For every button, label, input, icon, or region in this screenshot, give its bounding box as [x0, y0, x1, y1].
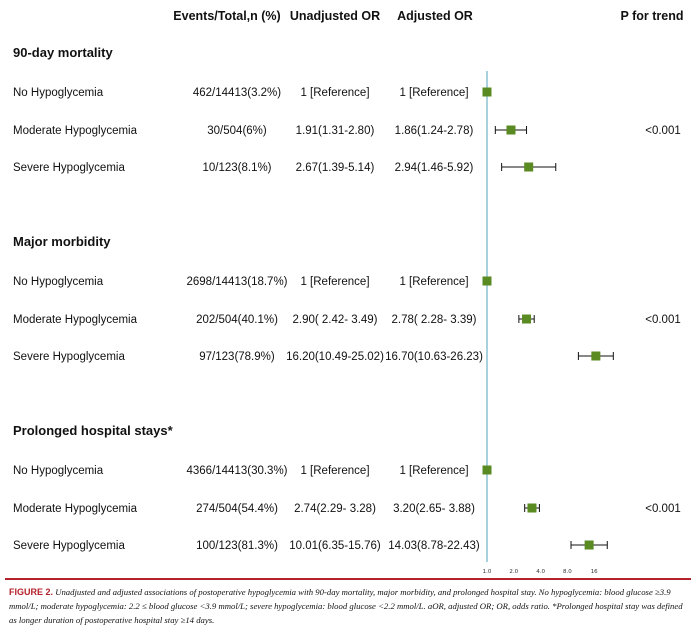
p-trend-value: <0.001 [645, 125, 681, 137]
or-marker [527, 503, 537, 513]
or-marker [524, 162, 534, 172]
row-events: 97/123(78.9%) [199, 351, 275, 363]
row-adjusted-or: 2.94(1.46-5.92) [395, 162, 474, 174]
section-title: Prolonged hospital stays* [13, 423, 174, 438]
row-unadjusted-or: 2.67(1.39-5.14) [296, 162, 375, 174]
section-90-day-mortality: 90-day mortality No Hypoglycemia 462/14413… [13, 45, 681, 174]
or-marker [506, 125, 516, 135]
forest-plot: Events/Total,n (%) Unadjusted OR Adjuste… [13, 9, 683, 575]
x-tick-label-16: 16 [591, 569, 598, 575]
row-events: 10/123(8.1%) [202, 162, 271, 174]
or-marker [522, 314, 532, 324]
x-axis: 1.0 2.0 4.0 8.0 16 [483, 569, 599, 575]
row-unadjusted-or: 1.91(1.31-2.80) [296, 125, 375, 137]
table-row: Severe Hypoglycemia 10/123(8.1%) 2.67(1.39… [13, 162, 557, 174]
x-tick-label-2-0: 2.0 [509, 569, 518, 575]
row-label: Severe Hypoglycemia [13, 540, 125, 552]
or-marker [482, 87, 492, 97]
table-row: Moderate Hypoglycemia 30/504(6%) 1.91(1.31… [13, 125, 528, 137]
p-trend-value: <0.001 [645, 314, 681, 326]
row-adjusted-or: 1 [Reference] [399, 276, 468, 288]
row-unadjusted-or: 2.90( 2.42- 3.49) [292, 314, 377, 326]
table-row: No Hypoglycemia 462/14413(3.2%) 1 [Referen… [13, 87, 492, 99]
x-tick-label-8-0: 8.0 [563, 569, 572, 575]
row-events: 462/14413(3.2%) [193, 87, 281, 99]
row-adjusted-or: 3.20(2.65- 3.88) [393, 503, 475, 515]
x-tick-label-4-0: 4.0 [536, 569, 545, 575]
row-label: Severe Hypoglycemia [13, 351, 125, 363]
header-unadjusted-or: Unadjusted OR [290, 9, 380, 23]
row-label: No Hypoglycemia [13, 276, 104, 288]
section-title: 90-day mortality [13, 45, 113, 60]
table-row: Severe Hypoglycemia 97/123(78.9%) 16.20(10… [13, 351, 614, 363]
or-marker [482, 465, 492, 475]
caption-text: Unadjusted and adjusted associations of … [9, 587, 683, 625]
caption-label: FIGURE 2. [9, 587, 54, 597]
row-adjusted-or: 1 [Reference] [399, 465, 468, 477]
or-marker [591, 351, 601, 361]
section-title: Major morbidity [13, 234, 111, 249]
or-marker [482, 276, 492, 286]
row-events: 274/504(54.4%) [196, 503, 278, 515]
row-unadjusted-or: 2.74(2.29- 3.28) [294, 503, 376, 515]
row-unadjusted-or: 10.01(6.35-15.76) [289, 540, 381, 552]
figure-caption: FIGURE 2. Unadjusted and adjusted associ… [5, 578, 691, 634]
row-unadjusted-or: 1 [Reference] [300, 465, 369, 477]
table-row: Moderate Hypoglycemia 274/504(54.4%) 2.74(… [13, 503, 540, 515]
row-adjusted-or: 14.03(8.78-22.43) [388, 540, 480, 552]
row-events: 30/504(6%) [207, 125, 267, 137]
row-unadjusted-or: 1 [Reference] [300, 87, 369, 99]
column-headers: Events/Total,n (%) Unadjusted OR Adjuste… [173, 9, 683, 23]
table-row: No Hypoglycemia 4366/14413(30.3%) 1 [Refer… [13, 465, 492, 477]
table-row: Moderate Hypoglycemia 202/504(40.1%) 2.90(… [13, 314, 535, 326]
section-major-morbidity: Major morbidity No Hypoglycemia 2698/14413… [13, 234, 681, 363]
row-adjusted-or: 1 [Reference] [399, 87, 468, 99]
row-events: 202/504(40.1%) [196, 314, 278, 326]
header-p-for-trend: P for trend [621, 9, 684, 23]
row-events: 4366/14413(30.3%) [186, 465, 287, 477]
table-row: No Hypoglycemia 2698/14413(18.7%) 1 [Refer… [13, 276, 492, 288]
row-label: Moderate Hypoglycemia [13, 503, 138, 515]
row-events: 2698/14413(18.7%) [186, 276, 287, 288]
x-tick-label-1-0: 1.0 [483, 569, 492, 575]
row-events: 100/123(81.3%) [196, 540, 278, 552]
table-row: Severe Hypoglycemia 100/123(81.3%) 10.01(6… [13, 540, 608, 552]
forest-rows: 90-day mortality No Hypoglycemia 462/14413… [13, 45, 681, 552]
row-label: No Hypoglycemia [13, 87, 104, 99]
row-adjusted-or: 1.86(1.24-2.78) [395, 125, 474, 137]
row-label: No Hypoglycemia [13, 465, 104, 477]
row-unadjusted-or: 1 [Reference] [300, 276, 369, 288]
header-events: Events/Total,n (%) [173, 9, 280, 23]
section-prolonged-hospital-stays: Prolonged hospital stays* No Hypoglycemia… [13, 423, 681, 552]
row-label: Moderate Hypoglycemia [13, 314, 138, 326]
row-adjusted-or: 16.70(10.63-26.23) [385, 351, 483, 363]
row-label: Severe Hypoglycemia [13, 162, 125, 174]
row-label: Moderate Hypoglycemia [13, 125, 138, 137]
row-adjusted-or: 2.78( 2.28- 3.39) [391, 314, 476, 326]
or-marker [584, 540, 594, 550]
p-trend-value: <0.001 [645, 503, 681, 515]
row-unadjusted-or: 16.20(10.49-25.02) [286, 351, 384, 363]
header-adjusted-or: Adjusted OR [397, 9, 473, 23]
